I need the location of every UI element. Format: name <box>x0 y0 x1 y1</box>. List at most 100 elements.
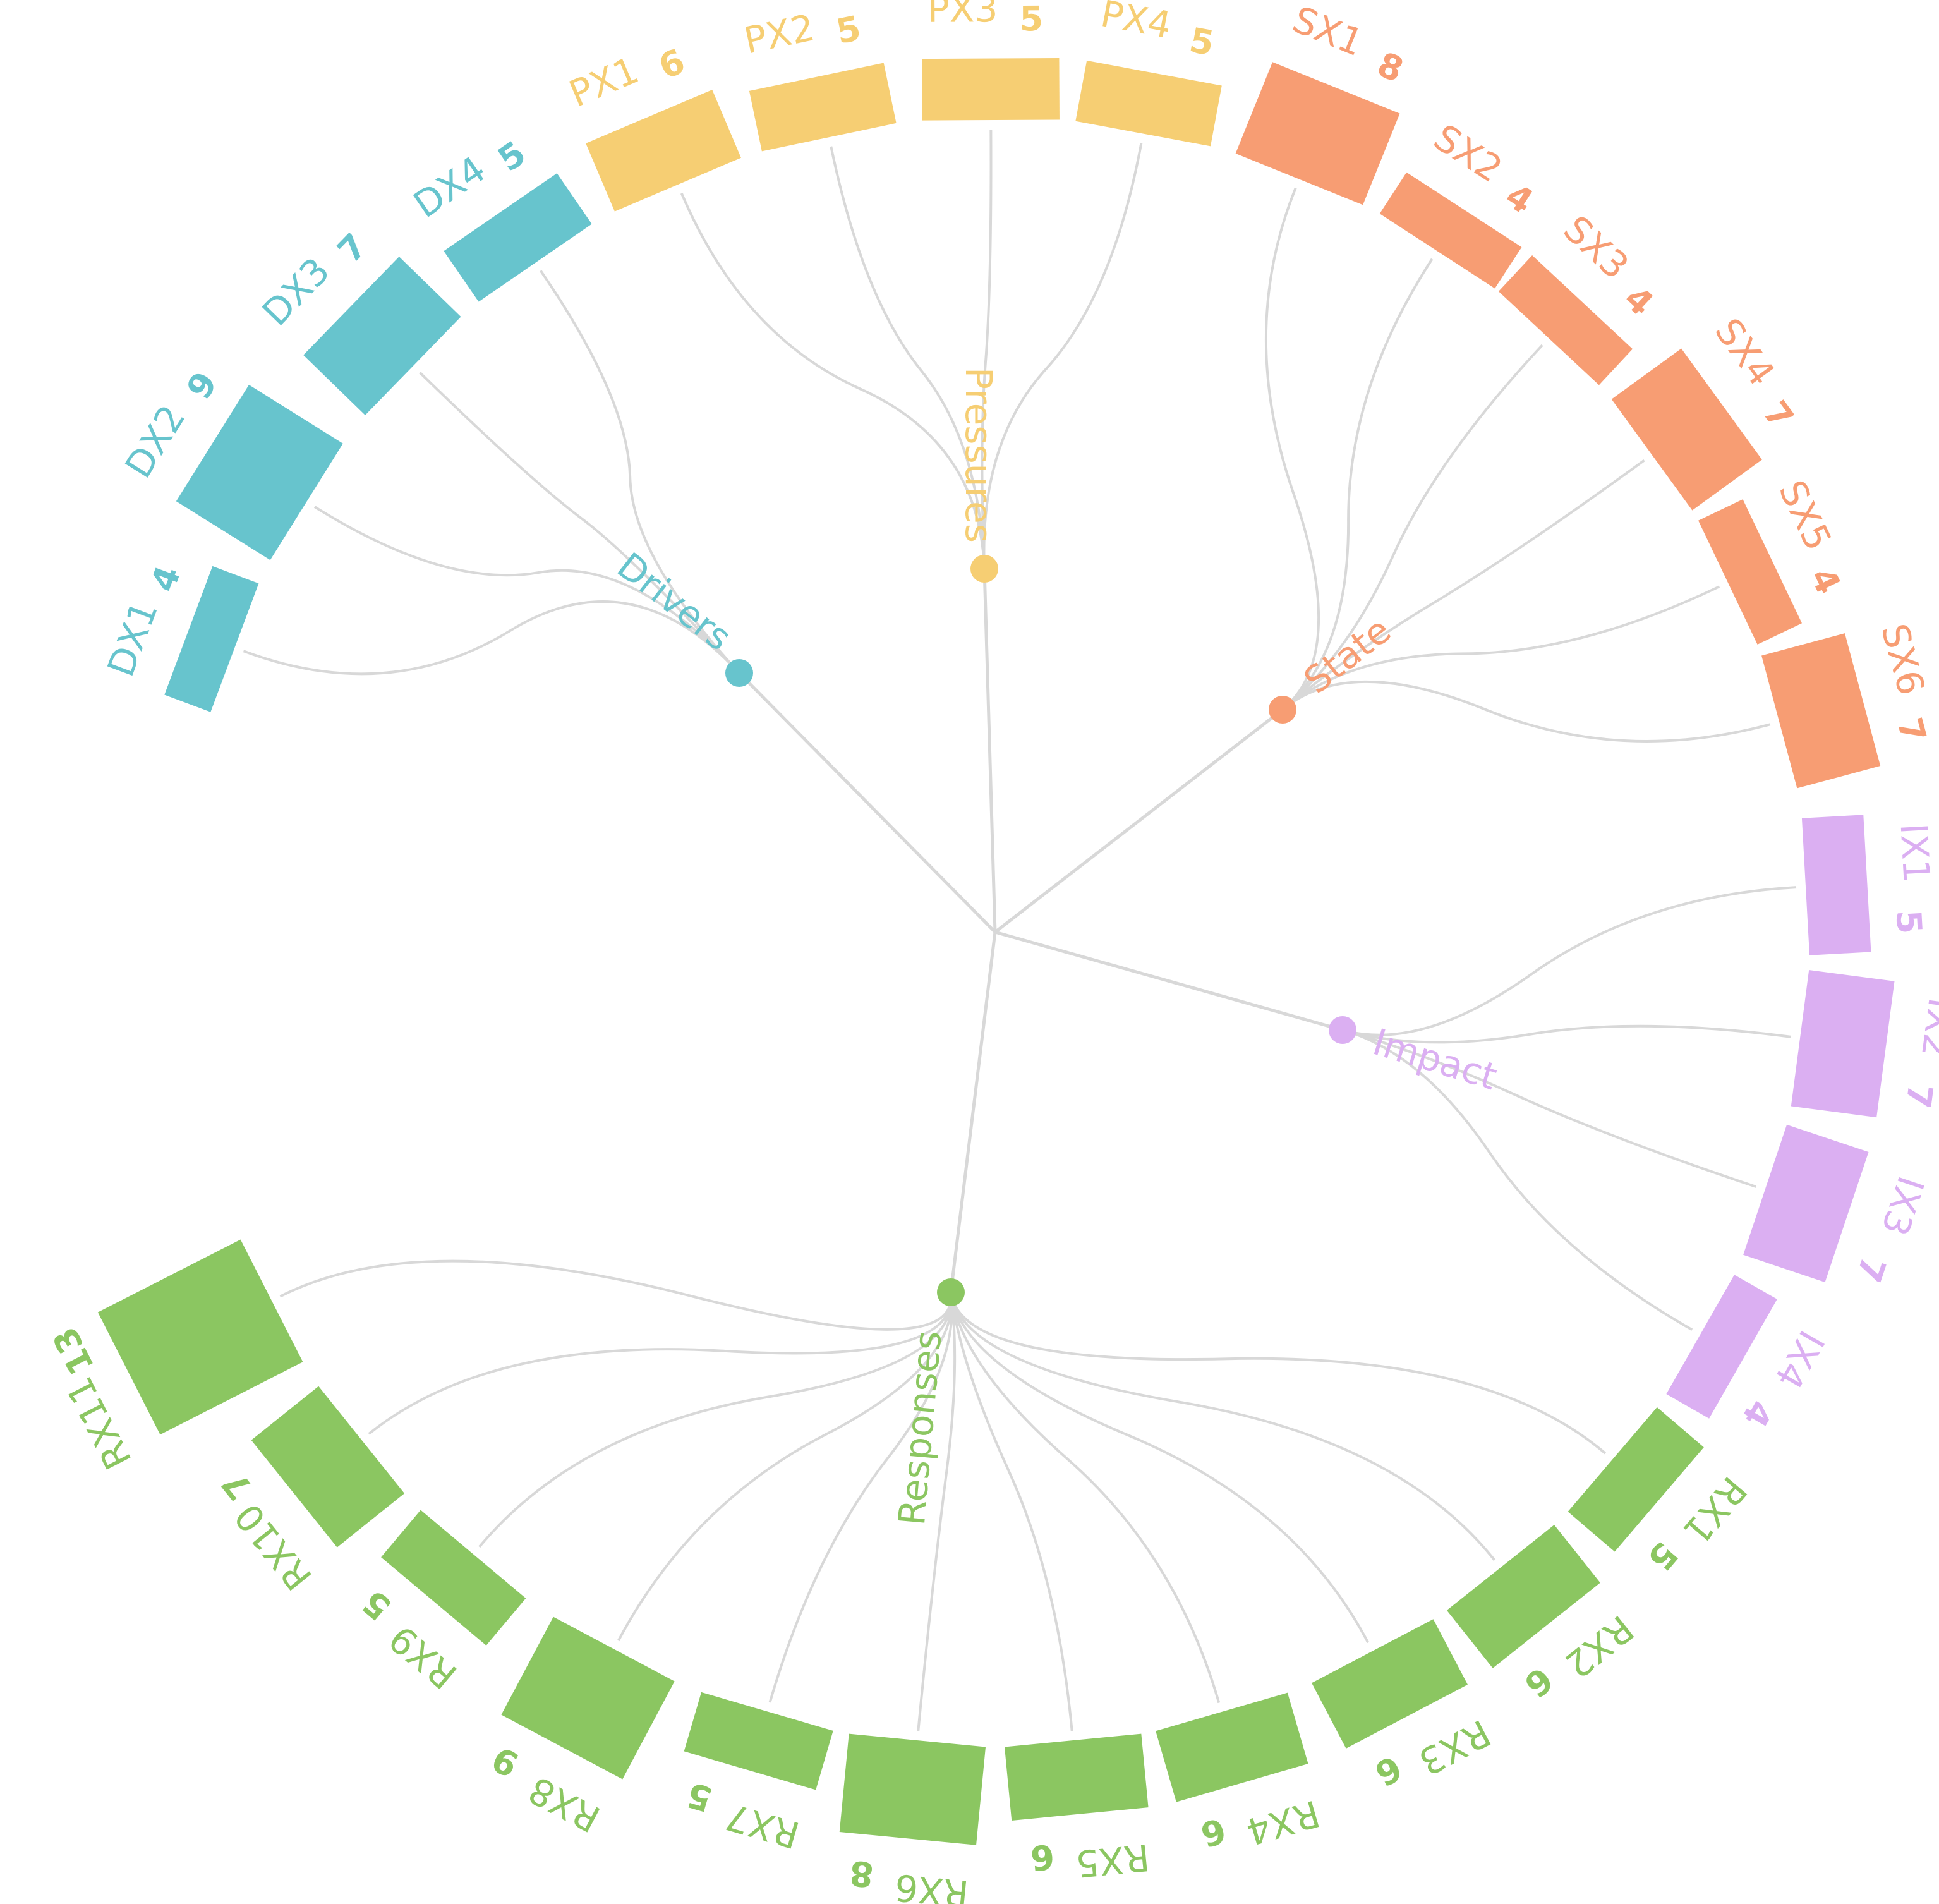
bar-dx3[interactable] <box>303 257 461 416</box>
group-label-state: State <box>1296 609 1399 702</box>
bar-rx1[interactable] <box>1568 1407 1704 1552</box>
item-label-sx1: SX1 <box>1287 0 1370 64</box>
bar-rx9[interactable] <box>381 1510 526 1646</box>
item-count-sx4: 7 <box>1755 394 1801 436</box>
item-count-sx1: 8 <box>1372 44 1409 90</box>
bar-rx10[interactable] <box>251 1386 405 1548</box>
link-rx10 <box>368 1292 953 1435</box>
link-rx9 <box>478 1292 953 1548</box>
link-px4 <box>982 142 1143 569</box>
item-label-rx3: RX3 <box>1412 1711 1497 1784</box>
bar-rx5[interactable] <box>1004 1733 1149 1821</box>
hub-dot-responses <box>937 1278 965 1306</box>
item-label-px1: PX1 <box>563 49 644 116</box>
item-count-rx9: 5 <box>355 1582 399 1628</box>
bar-ix3[interactable] <box>1743 1124 1869 1283</box>
link-rx5 <box>950 1292 1073 1731</box>
bar-dx4[interactable] <box>444 173 592 302</box>
item-count-rx1: 5 <box>1640 1534 1685 1578</box>
link-rx11 <box>279 1259 953 1331</box>
link-dx2 <box>313 506 740 674</box>
item-count-rx4: 6 <box>1197 1810 1231 1855</box>
link-ix2 <box>1342 1024 1791 1044</box>
item-label-rx7: RX7 <box>721 1795 804 1857</box>
bar-dx1[interactable] <box>164 566 259 712</box>
bar-px1[interactable] <box>586 89 741 212</box>
link-ix3 <box>1342 1029 1757 1188</box>
bar-sx6[interactable] <box>1761 633 1881 789</box>
item-label-sx5: SX5 <box>1770 474 1840 557</box>
item-label-ix3: IX3 <box>1873 1171 1932 1240</box>
item-label-rx9: RX9 <box>381 1616 465 1697</box>
trunk-link-responses <box>949 931 997 1293</box>
group-label-responses: Responses <box>890 1329 950 1527</box>
bar-rx2[interactable] <box>1446 1525 1600 1668</box>
link-sx6 <box>1281 680 1771 743</box>
link-sx3 <box>1281 344 1543 711</box>
hub-dot-drivers <box>725 659 753 687</box>
bar-rx11[interactable] <box>97 1239 303 1435</box>
item-label-rx8: RX8 <box>522 1768 607 1841</box>
item-count-ix1: 5 <box>1888 909 1930 935</box>
bar-ix4[interactable] <box>1666 1275 1777 1419</box>
bar-rx6[interactable] <box>839 1733 986 1845</box>
link-rx7 <box>768 1292 953 1703</box>
item-count-dx1: 4 <box>143 561 188 597</box>
tree-links <box>243 130 1797 1731</box>
item-count-dx3: 7 <box>330 226 375 270</box>
bar-px3[interactable] <box>922 58 1060 121</box>
bar-rx4[interactable] <box>1156 1692 1308 1802</box>
bar-sx1[interactable] <box>1235 62 1400 205</box>
group-label-drivers: Drivers <box>609 544 739 659</box>
item-count-rx7: 5 <box>682 1774 716 1819</box>
bar-ix2[interactable] <box>1791 969 1895 1118</box>
link-sx5 <box>1281 585 1720 711</box>
item-label-ix4: IX4 <box>1767 1323 1833 1396</box>
bar-sx3[interactable] <box>1498 255 1633 385</box>
item-label-dx4: DX4 <box>406 148 493 227</box>
bar-sx4[interactable] <box>1611 348 1762 511</box>
item-label-px3: PX3 <box>927 0 998 31</box>
item-count-px3: 5 <box>1019 0 1043 39</box>
item-count-px1: 6 <box>653 41 691 87</box>
item-count-ix4: 4 <box>1734 1393 1780 1434</box>
item-label-rx4: RX4 <box>1241 1792 1324 1853</box>
item-count-dx4: 5 <box>491 133 533 179</box>
link-dx4 <box>540 270 740 674</box>
bar-sx5[interactable] <box>1698 499 1803 645</box>
link-sx2 <box>1281 258 1434 711</box>
bar-rx8[interactable] <box>501 1616 675 1780</box>
item-label-px2: PX2 <box>740 6 818 62</box>
item-count-ix2: 7 <box>1898 1082 1939 1110</box>
item-label-sx6: SX6 <box>1873 619 1933 700</box>
item-count-rx3: 6 <box>1368 1748 1408 1794</box>
trunk-link-pressures <box>982 568 997 933</box>
bar-rx3[interactable] <box>1312 1619 1468 1749</box>
bar-px2[interactable] <box>749 63 897 152</box>
item-label-ix1: IX1 <box>1892 822 1938 883</box>
link-sx4 <box>1281 459 1645 711</box>
hub-dot-state <box>1269 696 1296 724</box>
link-px1 <box>680 193 986 569</box>
bar-sx2[interactable] <box>1379 172 1522 289</box>
item-label-rx6: RX6 <box>893 1865 970 1904</box>
item-label-rx11: RX11 <box>57 1370 140 1476</box>
item-count-rx6: 8 <box>848 1853 875 1895</box>
item-label-sx2: SX2 <box>1427 116 1510 191</box>
item-label-rx10: RX10 <box>226 1495 320 1598</box>
bar-dx2[interactable] <box>176 384 343 561</box>
hub-dot-pressures <box>970 555 998 583</box>
item-count-sx5: 4 <box>1803 562 1849 600</box>
bar-rx7[interactable] <box>684 1692 833 1790</box>
item-label-ix2: IX2 <box>1913 995 1939 1060</box>
trunk-link-impact <box>994 930 1343 1032</box>
link-dx1 <box>243 600 740 676</box>
item-label-px4: PX4 <box>1097 0 1175 47</box>
item-count-px2: 5 <box>833 8 864 52</box>
link-rx2 <box>950 1292 1496 1561</box>
link-ix1 <box>1342 886 1797 1036</box>
bar-px4[interactable] <box>1075 60 1222 147</box>
bar-ix1[interactable] <box>1801 815 1871 955</box>
item-label-rx1: RX1 <box>1674 1469 1755 1553</box>
